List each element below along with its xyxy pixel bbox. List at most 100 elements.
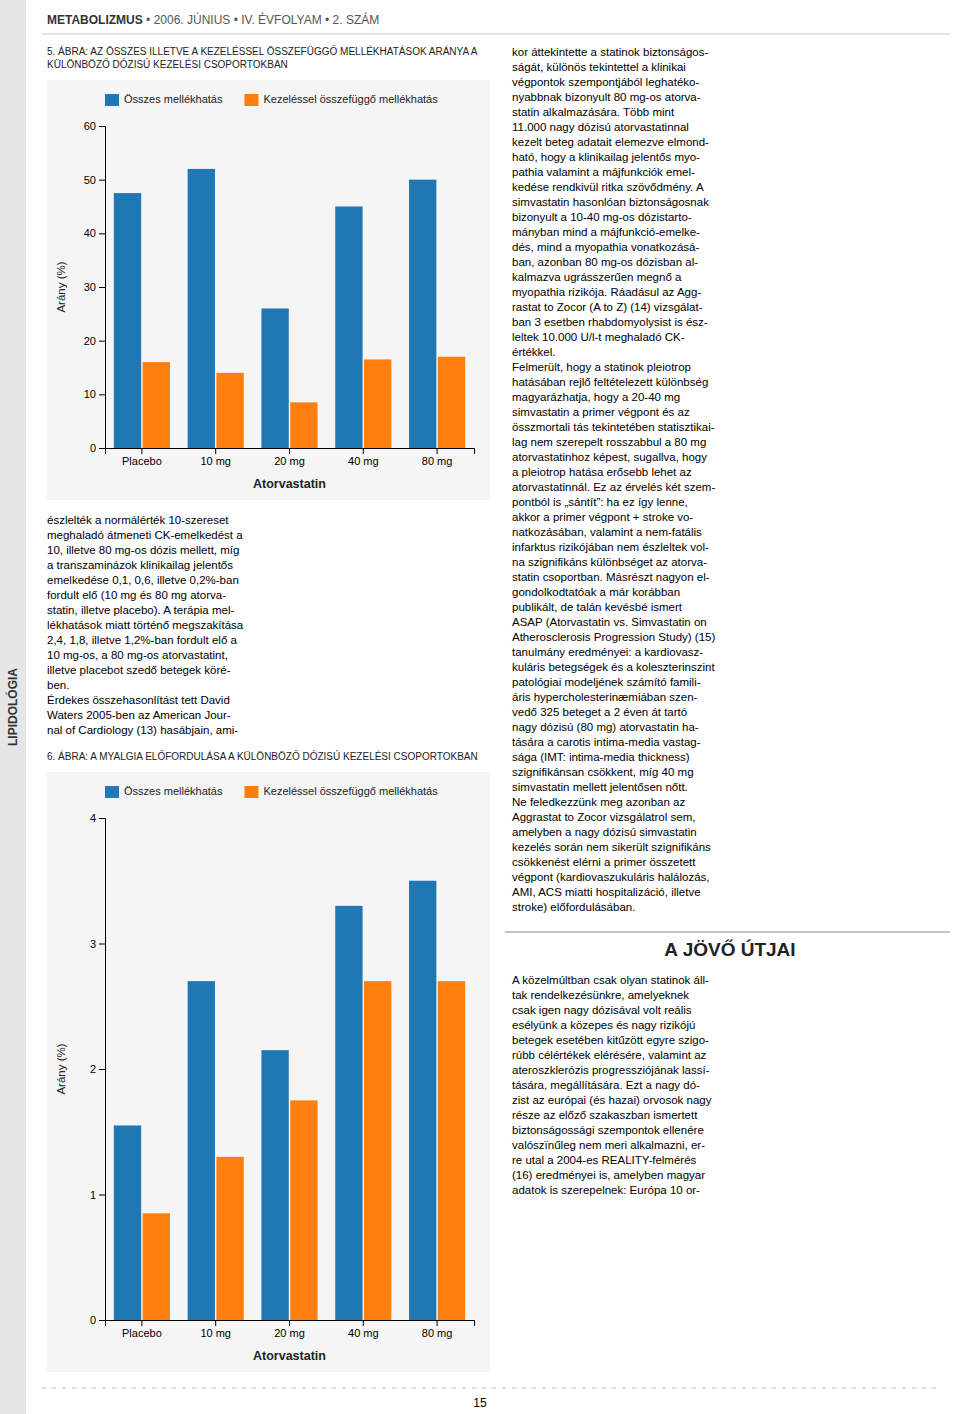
tick-label: Placebo: [122, 1327, 162, 1339]
body-text: statin alkalmazására. Több mint: [512, 106, 675, 118]
chart-title: 6. ÁBRA: A MYALGIA ELŐFORDULÁSA A KÜLÖNB…: [47, 749, 478, 762]
tick: 50: [84, 174, 105, 186]
body-text: amelyben a nagy dózisú simvastatin: [512, 826, 697, 838]
body-text: vedő 325 beteget a 2 éven át tartó: [512, 706, 687, 718]
tick: Placebo: [122, 448, 162, 467]
tick: 20 mg: [274, 448, 305, 467]
bar: [216, 373, 243, 448]
y-axis-title: Arány (%): [55, 261, 67, 312]
body-text: kuláris betegségek és a koleszterinszint: [512, 661, 715, 673]
body-text: simvastatin hasonlóan biztonságosnak: [512, 196, 709, 208]
body-text: kalmazva ugrásszerűen megnő a: [512, 271, 682, 283]
section-title: A JÖVŐ ÚTJAI: [664, 939, 795, 960]
header: METABOLIZMUS: [47, 13, 143, 27]
tick-label: 40: [84, 227, 96, 239]
tick-label: 20: [84, 335, 96, 347]
body-text: ható, hogy a klinikailag jelentős myo-: [512, 151, 700, 163]
bar: [364, 981, 391, 1320]
body-text: biztonságossági szempontok ellenére: [512, 1124, 704, 1136]
body-text: stroke) előfordulásában.: [512, 901, 635, 913]
tick-label: 10 mg: [200, 455, 231, 467]
bar: [261, 1050, 288, 1320]
bar: [114, 193, 141, 448]
tick-label: 40 mg: [348, 1327, 379, 1339]
body-text: (16) eredményei is, amelyben magyar: [512, 1169, 705, 1181]
legend-item: Összes mellékhatás: [105, 785, 223, 798]
body-text: publikált, de talán kevésbé ismert: [512, 601, 683, 613]
tick-mark: [215, 1320, 216, 1326]
legend-item: Kezeléssel összefüggő mellékhatás: [244, 785, 438, 798]
body-text: atorvastatinhoz képest, sugallva, hogy: [512, 451, 707, 463]
tick-mark: [99, 233, 105, 234]
body-text: végpontok szempontjából leghatéko-: [512, 76, 699, 88]
bar: [290, 1100, 317, 1320]
body-text: tására, megállítására. Ezt a nagy dó-: [512, 1079, 700, 1091]
body-text: ben.: [47, 679, 69, 691]
body-text: betegek esetében kitűzött egyre szigo-: [512, 1034, 709, 1046]
tick-label: 10: [84, 388, 96, 400]
y-axis: 0 10 20 30 40 50 60: [84, 120, 106, 454]
chart: Placebo10 mg20 mg40 mg80 mg0102030405060…: [55, 120, 475, 491]
bar-series: [114, 881, 437, 1320]
tick: 3: [90, 938, 105, 950]
tick-mark: [141, 1320, 142, 1326]
body-text: sága (IMT: intima-media thickness): [512, 751, 690, 763]
body-text: gondolkodtatóak a már korábban: [512, 586, 680, 598]
body-text: dés, mind a myopathia vonatkozásá-: [512, 241, 699, 253]
tick: 0: [90, 1314, 105, 1326]
legend: Összes mellékhatás Kezeléssel összefüggő …: [105, 93, 438, 106]
tick: 2: [90, 1063, 105, 1075]
bar: [114, 1125, 141, 1320]
tick-mark: [99, 126, 105, 127]
tick-mark: [99, 287, 105, 288]
body-text: tak rendelkezésünkre, amelyeknek: [512, 989, 689, 1001]
legend-label: Összes mellékhatás: [124, 93, 223, 105]
x-axis-title: Atorvastatin: [253, 1349, 326, 1363]
tick-mark: [99, 448, 105, 449]
body-text: fordult elő (10 mg és 80 mg atorva-: [47, 589, 226, 601]
body-text: zist az európai (és hazai) orvosok nagy: [512, 1094, 712, 1106]
body-text: mányban mind a májfunkció-emelke-: [512, 226, 700, 238]
body-text: hatásában rejlő feltételezett különbség: [512, 376, 708, 388]
tick: 30: [84, 281, 105, 293]
tick: 60: [84, 120, 105, 132]
tick: 40 mg: [348, 448, 379, 467]
body-text: re utal a 2004-es REALITY-felmérés: [512, 1154, 697, 1166]
body-text: értékkel.: [512, 346, 555, 358]
body-text: lékhatások miatt történő megszakítása: [47, 619, 244, 631]
tick-mark: [289, 448, 290, 454]
body-text: atorvastatinnál. Ez az érvelés két szem-: [512, 481, 715, 493]
body-text: na szignifikáns különbséget az atorva-: [512, 556, 707, 568]
body-text: Atherosclerosis Progression Study) (15): [512, 631, 715, 643]
body-text: rastat to Zocor (A to Z) (14) vizsgálat-: [512, 301, 703, 313]
tick: 0: [90, 442, 105, 454]
bar: [143, 362, 170, 448]
axis-line: [99, 819, 106, 1321]
y-axis-title: Arány (%): [55, 1043, 67, 1094]
bar: [364, 359, 391, 448]
body-text: statin, illetve placebo). A terápia mel-: [47, 604, 234, 616]
legend-swatch: [105, 94, 119, 106]
bar-series: [143, 357, 466, 448]
tick-label: 20 mg: [274, 455, 305, 467]
bar: [188, 981, 215, 1320]
tick: 10: [84, 388, 105, 400]
legend-label: Kezeléssel összefüggő mellékhatás: [263, 93, 438, 105]
body-text: nyabbnak bizonyult 80 mg-os atorva-: [512, 91, 701, 103]
body-text: szignifikánsan csökkent, míg 40 mg: [512, 766, 694, 778]
bar: [335, 906, 362, 1320]
body-text: rúbb célértékek elérésére, valamint az: [512, 1049, 707, 1061]
page: LIPIDOLÓGIAMETABOLIZMUS • 2006. JÚNIUS •…: [0, 0, 960, 1414]
legend-swatch: [244, 94, 258, 106]
body-text: Érdekes összehasonlítást tett David: [47, 694, 230, 706]
footer-rule: [42, 1388, 940, 1389]
body-text: 2,4, 1,8, illetve 1,2%-ban fordult elő a: [47, 634, 237, 646]
tick: 80 mg: [422, 1320, 453, 1339]
bar: [216, 1157, 243, 1320]
body-text: 10, illetve 80 mg-os dózis mellett, míg: [47, 544, 239, 556]
body-text: esélyünk a közepes és nagy rizikójú: [512, 1019, 695, 1031]
body-text: végpont (kardiovaszukuláris halálozás,: [512, 871, 710, 883]
header-rule: [42, 34, 950, 35]
body-text: valószïnűleg nem meri alkalmazni, er-: [512, 1139, 705, 1151]
body-text: simvastatin a primer végpont és az: [512, 406, 690, 418]
